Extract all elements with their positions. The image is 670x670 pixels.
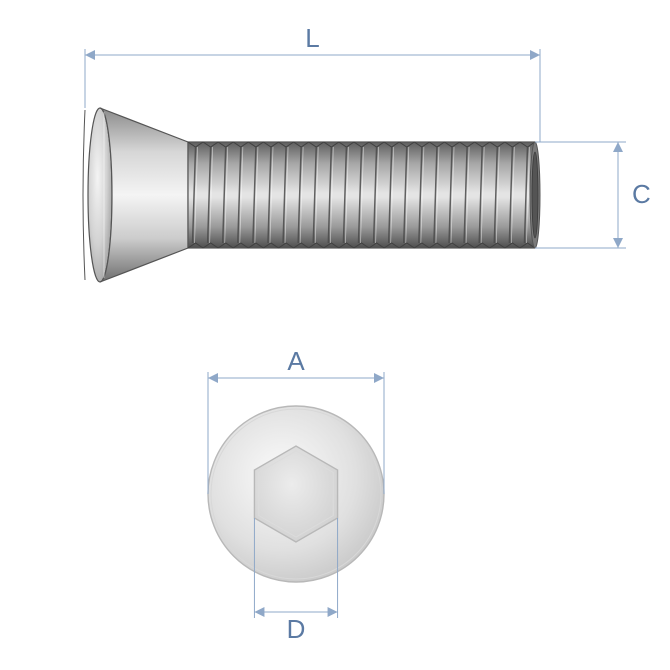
- dimension-annotations: L C A D: [85, 23, 651, 644]
- dim-label-A: A: [287, 346, 305, 376]
- dim-label-D: D: [287, 614, 306, 644]
- dim-label-L: L: [305, 23, 319, 53]
- dim-label-C: C: [632, 179, 651, 209]
- screw-front-view: [208, 406, 384, 582]
- screw-side-view: [83, 108, 540, 282]
- technical-drawing: L C A D: [0, 0, 670, 670]
